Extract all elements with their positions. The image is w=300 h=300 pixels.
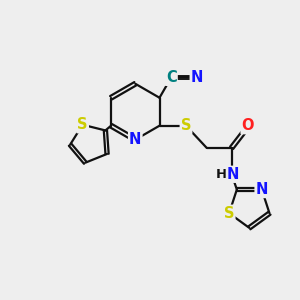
Text: O: O [242, 118, 254, 133]
Text: H: H [216, 168, 227, 181]
Text: C: C [166, 70, 177, 85]
Text: S: S [181, 118, 191, 133]
Text: S: S [224, 206, 234, 221]
Text: N: N [191, 70, 203, 85]
Text: N: N [256, 182, 268, 197]
Text: N: N [227, 167, 239, 182]
Text: S: S [77, 117, 88, 132]
Text: N: N [129, 132, 142, 147]
